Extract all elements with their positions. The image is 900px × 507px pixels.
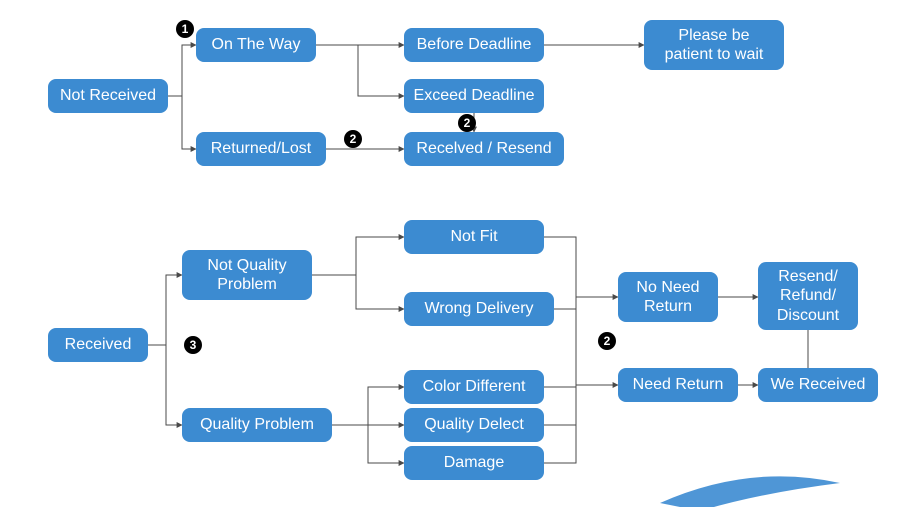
edge-3	[316, 45, 404, 96]
badge-b3: 3	[184, 336, 202, 354]
badge-b2c: 2	[598, 332, 616, 350]
node-returned_lost: Returned/Lost	[196, 132, 326, 166]
edge-16	[544, 385, 618, 387]
node-qual_prob: Quality Problem	[182, 408, 332, 442]
node-not_received: Not Received	[48, 79, 168, 113]
decorative-swoosh	[660, 453, 840, 507]
node-color_diff: Color Different	[404, 370, 544, 404]
edge-7	[148, 275, 182, 345]
edge-10	[312, 275, 404, 309]
badge-b2: 2	[344, 130, 362, 148]
edge-13	[332, 425, 404, 463]
edge-1	[168, 96, 196, 149]
node-not_qual_prob: Not Quality Problem	[182, 250, 312, 300]
node-we_received: We Received	[758, 368, 878, 402]
edge-15	[554, 297, 618, 309]
node-received_resend: Recelved / Resend	[404, 132, 564, 166]
edge-8	[148, 345, 182, 425]
node-qual_defect: Quality Delect	[404, 408, 544, 442]
node-exceed_deadline: Exceed Deadline	[404, 79, 544, 113]
node-wrong_delivery: Wrong Delivery	[404, 292, 554, 326]
node-on_the_way: On The Way	[196, 28, 316, 62]
node-received: Received	[48, 328, 148, 362]
node-need_return: Need Return	[618, 368, 738, 402]
node-patient_wait: Please be patient to wait	[644, 20, 784, 70]
edge-9	[312, 237, 404, 275]
edge-11	[332, 387, 404, 425]
node-not_fit: Not Fit	[404, 220, 544, 254]
node-damage: Damage	[404, 446, 544, 480]
badge-b2b: 2	[458, 114, 476, 132]
edge-18	[544, 385, 576, 463]
edge-0	[168, 45, 196, 96]
node-resend_refund: Resend/ Refund/ Discount	[758, 262, 858, 330]
badge-b1: 1	[176, 20, 194, 38]
edge-17	[544, 385, 576, 425]
edge-14	[544, 237, 618, 297]
node-no_need_return: No Need Return	[618, 272, 718, 322]
flowchart-canvas: Not Received On The Way Returned/Lost Befor…	[0, 0, 900, 507]
node-before_deadline: Before Deadline	[404, 28, 544, 62]
